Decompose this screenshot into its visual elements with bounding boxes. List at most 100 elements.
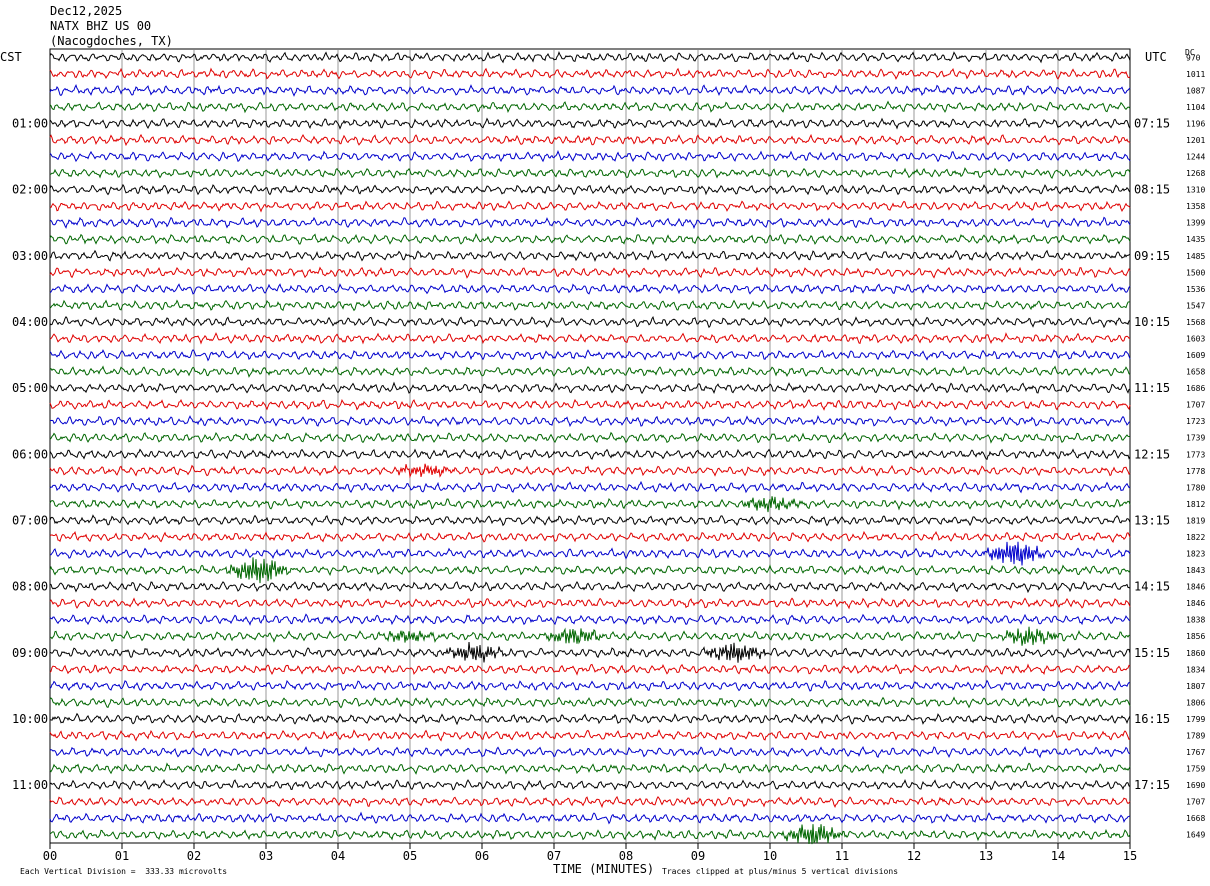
- trace-line: [49, 232, 1131, 246]
- left-hour-label: 06:00: [12, 447, 48, 461]
- x-tick-label: 03: [259, 849, 273, 863]
- dc-offset-label: 1087: [1186, 86, 1205, 95]
- dc-offset-label: 1435: [1186, 235, 1205, 244]
- trace-line: [49, 557, 1131, 584]
- dc-offset-label: 1823: [1186, 550, 1205, 559]
- trace-line: [49, 365, 1131, 378]
- dc-offset-label: 1658: [1186, 368, 1205, 377]
- trace-line: [49, 514, 1131, 527]
- dc-offset-label: 1707: [1186, 401, 1205, 410]
- dc-offset-label: 1789: [1186, 731, 1205, 740]
- dc-offset-label: 1799: [1186, 715, 1205, 724]
- trace-line: [49, 641, 1131, 663]
- x-tick-label: 07: [547, 849, 561, 863]
- dc-offset-label: 1846: [1186, 583, 1205, 592]
- left-hour-label: 11:00: [12, 778, 48, 792]
- right-hour-label: 14:15: [1134, 580, 1170, 594]
- dc-offset-label: 1011: [1186, 70, 1205, 79]
- dc-offset-label: 1807: [1186, 682, 1205, 691]
- dc-offset-label: 1358: [1186, 202, 1205, 211]
- trace-line: [49, 100, 1131, 114]
- trace-line: [49, 67, 1131, 80]
- dc-offset-label: 1500: [1186, 268, 1205, 277]
- dc-offset-label: 1268: [1186, 169, 1205, 178]
- header-station: NATX BHZ US 00: [50, 19, 152, 33]
- x-tick-label: 11: [835, 849, 849, 863]
- dc-offset-label: 1780: [1186, 483, 1205, 492]
- plot-frame: [49, 48, 1131, 844]
- trace-line: [49, 463, 1131, 479]
- dc-offset-label: 1609: [1186, 351, 1205, 360]
- x-tick-label: 10: [763, 849, 777, 863]
- dc-offset-label: 1856: [1186, 632, 1205, 641]
- right-hour-label: 12:15: [1134, 447, 1170, 461]
- right-hour-label: 13:15: [1134, 513, 1170, 527]
- trace-line: [49, 530, 1131, 543]
- trace-line: [49, 779, 1131, 792]
- dc-offset-label: 1843: [1186, 566, 1205, 575]
- trace-line: [49, 200, 1131, 213]
- dc-offset-label: 1822: [1186, 533, 1205, 542]
- x-axis-title: TIME (MINUTES): [553, 862, 655, 876]
- header-location: (Nacogdoches, TX): [50, 34, 173, 48]
- trace-line: [49, 398, 1131, 411]
- x-tick-label: 08: [619, 849, 633, 863]
- left-hour-label: 02:00: [12, 183, 48, 197]
- right-timezone-label: UTC: [1145, 50, 1167, 64]
- trace-line: [49, 431, 1130, 444]
- trace-line: [49, 332, 1131, 345]
- trace-line: [49, 448, 1131, 461]
- trace-line: [49, 283, 1131, 295]
- trace-line: [49, 183, 1131, 196]
- dc-offset-label: 1767: [1186, 748, 1205, 757]
- trace-line: [49, 762, 1131, 775]
- trace-line: [49, 415, 1131, 428]
- x-tick-label: 04: [331, 849, 345, 863]
- trace-line: [49, 496, 1131, 513]
- dc-offset-label: 1201: [1186, 136, 1205, 145]
- trace-line: [49, 133, 1131, 147]
- trace-line: [49, 746, 1131, 759]
- dc-offset-label: 1723: [1186, 417, 1205, 426]
- x-tick-label: 01: [115, 849, 129, 863]
- left-hour-label: 10:00: [12, 712, 48, 726]
- left-hour-label: 05:00: [12, 381, 48, 395]
- trace-line: [49, 381, 1131, 395]
- x-tick-label: 02: [187, 849, 201, 863]
- x-tick-label: 06: [475, 849, 489, 863]
- dc-offset-label: 1547: [1186, 301, 1205, 310]
- x-tick-label: 09: [691, 849, 705, 863]
- trace-line: [49, 541, 1131, 566]
- left-hour-label: 08:00: [12, 580, 48, 594]
- dc-offset-label: 1603: [1186, 334, 1205, 343]
- trace-line: [49, 480, 1131, 494]
- trace-line: [49, 150, 1131, 163]
- dc-offset-label: 1399: [1186, 219, 1205, 228]
- trace-line: [49, 679, 1131, 692]
- trace-line: [49, 663, 1131, 676]
- trace-line: [49, 696, 1131, 709]
- trace-line: [49, 795, 1131, 809]
- trace-line: [49, 349, 1131, 362]
- right-hour-label: 11:15: [1134, 381, 1170, 395]
- scale-note: Each Vertical Division = 333.33 microvol…: [20, 867, 228, 876]
- clip-note: Traces clipped at plus/minus 5 vertical …: [662, 867, 899, 876]
- right-hour-label: 16:15: [1134, 712, 1170, 726]
- trace-line: [49, 216, 1131, 230]
- x-tick-label: 14: [1051, 849, 1065, 863]
- dc-offset-label: 1819: [1186, 516, 1205, 525]
- dc-offset-label: 1834: [1186, 665, 1205, 674]
- dc-offset-label: 1485: [1186, 252, 1205, 261]
- x-tick-label: 13: [979, 849, 993, 863]
- dc-offset-label: 1196: [1186, 119, 1205, 128]
- dc-offset-label: 1739: [1186, 434, 1205, 443]
- trace-line: [49, 117, 1131, 130]
- dc-offset-label: 1690: [1186, 781, 1205, 790]
- left-hour-label: 01:00: [12, 116, 48, 130]
- x-tick-label: 12: [907, 849, 921, 863]
- trace-line: [49, 266, 1131, 279]
- dc-offset-label: 1104: [1186, 103, 1205, 112]
- dc-offset-label: 1536: [1186, 285, 1205, 294]
- trace-line: [49, 299, 1130, 312]
